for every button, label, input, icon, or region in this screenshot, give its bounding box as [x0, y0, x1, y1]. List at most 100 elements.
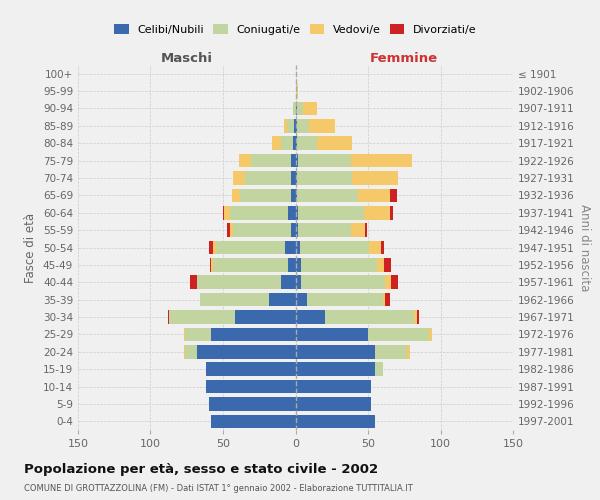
Bar [390, 188, 397, 202]
Bar [269, 293, 296, 306]
Bar [300, 240, 370, 254]
Bar [297, 102, 303, 115]
Y-axis label: Fasce di età: Fasce di età [25, 212, 37, 282]
Bar [200, 293, 269, 306]
Legend: Celibi/Nubili, Coniugati/e, Vedovi/e, Divorziati/e: Celibi/Nubili, Coniugati/e, Vedovi/e, Di… [110, 20, 481, 39]
Bar [296, 293, 307, 306]
Bar [293, 102, 296, 115]
Bar [291, 188, 296, 202]
Bar [184, 328, 185, 341]
Bar [385, 293, 390, 306]
Bar [296, 380, 371, 394]
Text: COMUNE DI GROTTAZZOLINA (FM) - Dati ISTAT 1° gennaio 2002 - Elaborazione TUTTITA: COMUNE DI GROTTAZZOLINA (FM) - Dati ISTA… [24, 484, 413, 493]
Bar [418, 310, 419, 324]
Bar [296, 84, 297, 98]
Bar [296, 224, 298, 237]
Bar [385, 276, 391, 289]
Bar [415, 310, 418, 324]
Bar [407, 345, 410, 358]
Bar [296, 414, 375, 428]
Bar [325, 310, 415, 324]
Bar [168, 310, 169, 324]
Bar [383, 293, 385, 306]
Bar [230, 206, 288, 220]
Bar [298, 224, 350, 237]
Bar [281, 276, 296, 289]
Bar [241, 188, 291, 202]
Bar [370, 240, 381, 254]
Bar [377, 258, 384, 272]
Bar [384, 258, 391, 272]
Bar [288, 206, 296, 220]
Y-axis label: Anni di nascita: Anni di nascita [578, 204, 591, 291]
Bar [293, 136, 296, 150]
Bar [288, 258, 296, 272]
Bar [297, 188, 358, 202]
Bar [301, 276, 385, 289]
Bar [223, 206, 224, 220]
Bar [297, 84, 298, 98]
Text: Popolazione per età, sesso e stato civile - 2002: Popolazione per età, sesso e stato civil… [24, 462, 378, 475]
Bar [297, 171, 352, 185]
Bar [210, 258, 211, 272]
Bar [298, 154, 350, 168]
Bar [291, 154, 296, 168]
Bar [213, 258, 288, 272]
Bar [190, 276, 197, 289]
Bar [230, 224, 233, 237]
Bar [213, 240, 216, 254]
Text: Maschi: Maschi [161, 52, 213, 65]
Bar [233, 171, 245, 185]
Bar [211, 414, 296, 428]
Bar [296, 240, 300, 254]
Bar [381, 240, 384, 254]
Bar [284, 119, 287, 132]
Bar [296, 258, 301, 272]
Bar [296, 362, 375, 376]
Bar [296, 310, 325, 324]
Bar [209, 397, 296, 410]
Bar [211, 258, 213, 272]
Bar [197, 345, 296, 358]
Bar [368, 328, 429, 341]
Bar [365, 224, 367, 237]
Bar [286, 240, 296, 254]
Bar [391, 276, 398, 289]
Bar [296, 345, 375, 358]
Bar [185, 345, 197, 358]
Bar [296, 328, 368, 341]
Bar [429, 328, 432, 341]
Bar [245, 171, 291, 185]
Bar [291, 224, 296, 237]
Bar [224, 206, 230, 220]
Bar [375, 362, 383, 376]
Bar [211, 328, 296, 341]
Bar [297, 136, 317, 150]
Bar [296, 397, 371, 410]
Bar [301, 258, 377, 272]
Bar [294, 119, 296, 132]
Bar [297, 119, 308, 132]
Bar [197, 276, 281, 289]
Bar [227, 224, 230, 237]
Bar [184, 345, 185, 358]
Bar [169, 310, 235, 324]
Bar [239, 154, 251, 168]
Bar [358, 188, 390, 202]
Bar [296, 102, 297, 115]
Bar [390, 206, 392, 220]
Bar [291, 171, 296, 185]
Bar [232, 188, 241, 202]
Bar [352, 171, 398, 185]
Bar [233, 224, 291, 237]
Bar [216, 240, 286, 254]
Bar [296, 136, 297, 150]
Text: Femmine: Femmine [370, 52, 439, 65]
Bar [209, 240, 213, 254]
Bar [296, 188, 297, 202]
Bar [296, 154, 298, 168]
Bar [350, 154, 412, 168]
Bar [287, 119, 294, 132]
Bar [296, 171, 297, 185]
Bar [296, 276, 301, 289]
